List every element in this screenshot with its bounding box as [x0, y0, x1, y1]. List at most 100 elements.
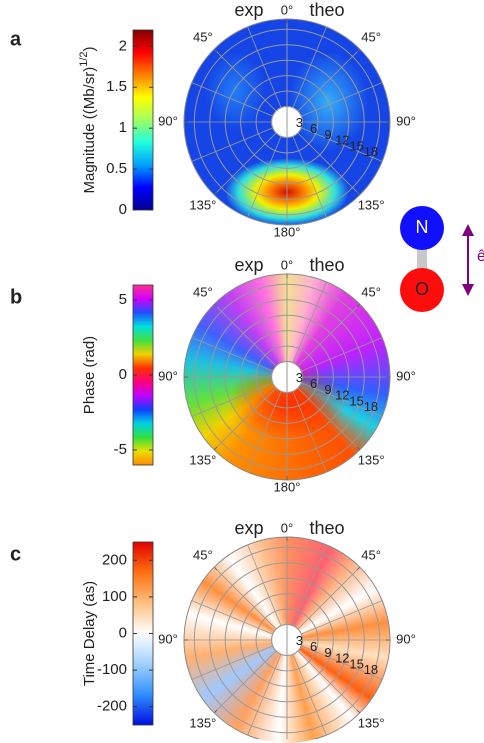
spoke — [191, 645, 273, 680]
spoke — [297, 48, 361, 112]
spoke — [301, 337, 383, 372]
colorbar-tick-label: 100 — [102, 588, 127, 605]
radial-tick-label: 3 — [296, 370, 303, 385]
colorbar-label: Magnitude ((Mb/sr)1/2) — [78, 47, 98, 194]
angle-tick — [356, 303, 361, 308]
colorbar — [132, 29, 154, 211]
angle-tick — [213, 48, 218, 53]
angle-tick-label: 0° — [281, 2, 293, 17]
spoke — [191, 82, 273, 117]
angle-tick — [213, 709, 218, 714]
spoke — [297, 387, 361, 451]
radial-tick-label: 18 — [364, 399, 378, 414]
angle-tick-label: 90° — [396, 113, 416, 128]
colorbar-label: Phase (rad) — [81, 336, 98, 414]
angle-tick-label: 180° — [274, 479, 301, 494]
atom-n — [400, 206, 444, 250]
angle-tick-label: 135° — [189, 453, 216, 468]
atom-label: N — [416, 217, 429, 237]
angle-tick-label: 90° — [396, 631, 416, 646]
spoke — [297, 303, 361, 367]
radial-tick-label: 6 — [310, 121, 317, 136]
spoke — [292, 544, 327, 626]
spoke — [292, 26, 327, 108]
spoke — [301, 645, 383, 680]
spoke — [297, 650, 361, 714]
spoke — [292, 654, 327, 736]
angle-tick-label: 0° — [281, 520, 293, 535]
colorbar-label: Time Delay (as) — [81, 581, 98, 686]
angle-tick — [356, 48, 361, 53]
spoke — [301, 82, 383, 117]
spoke — [292, 136, 327, 218]
angle-tick-label: 90° — [158, 113, 178, 128]
panel-letter: b — [10, 286, 22, 308]
panel-letter: a — [10, 28, 22, 50]
spoke — [213, 566, 277, 630]
half-label: exp — [234, 518, 263, 538]
spoke — [191, 337, 273, 372]
angle-tick — [356, 191, 361, 196]
angle-tick — [213, 446, 218, 451]
colorbar-tick-label: 1 — [119, 119, 127, 136]
spoke — [301, 127, 383, 162]
colorbar-label-part: ) — [81, 47, 98, 52]
colorbar-tick-label: 200 — [102, 551, 127, 568]
colorbar-tick-label: -100 — [97, 661, 127, 678]
radial-tick-label: 12 — [335, 388, 349, 403]
half-label: theo — [309, 518, 344, 538]
angle-tick-label: 45° — [193, 284, 213, 299]
colorbar-tick-label: 5 — [119, 291, 127, 308]
radial-tick-label: 3 — [296, 633, 303, 648]
spoke — [247, 136, 282, 218]
colorbar-tick-label: -200 — [97, 698, 127, 715]
radial-tick-label: 12 — [335, 133, 349, 148]
spoke — [213, 48, 277, 112]
spoke — [191, 127, 273, 162]
spoke — [297, 566, 361, 630]
spoke — [213, 650, 277, 714]
colorbar-tick-label: 0 — [119, 201, 127, 218]
angle-tick — [356, 709, 361, 714]
half-label: exp — [234, 0, 263, 20]
angle-tick — [213, 566, 218, 571]
half-label: theo — [309, 0, 344, 20]
colorbar-tick-label: 0 — [119, 366, 127, 383]
colorbar-tick-label: 0 — [119, 624, 127, 641]
spoke — [247, 26, 282, 108]
atom-label: O — [415, 279, 429, 299]
spoke — [301, 600, 383, 635]
colorbar-label-part: 1/2 — [78, 52, 90, 67]
radial-tick-label: 9 — [324, 127, 331, 142]
spoke — [292, 281, 327, 363]
angle-tick-label: 45° — [193, 547, 213, 562]
radial-tick-label: 9 — [324, 645, 331, 660]
spoke — [301, 382, 383, 417]
spoke — [247, 281, 282, 363]
spoke — [191, 600, 273, 635]
radial-tick-label: 15 — [349, 656, 363, 671]
spoke — [247, 391, 282, 473]
spoke — [292, 391, 327, 473]
angle-tick-label: 45° — [361, 547, 381, 562]
radial-tick-label: 18 — [364, 144, 378, 159]
angle-tick-label: 90° — [158, 631, 178, 646]
angle-tick-label: 90° — [158, 368, 178, 383]
spoke — [191, 382, 273, 417]
angle-tick-label: 90° — [396, 368, 416, 383]
angle-tick-label: 135° — [358, 453, 385, 468]
radial-tick-label: 6 — [310, 639, 317, 654]
colorbar-label-part: Magnitude ((Mb/sr) — [81, 67, 98, 194]
spoke — [247, 544, 282, 626]
angle-tick — [356, 566, 361, 571]
panel-letter: c — [10, 543, 21, 565]
angle-tick-label: 180° — [274, 224, 301, 239]
colorbar-tick-label: 1.5 — [106, 78, 127, 95]
angle-tick-label: 45° — [193, 29, 213, 44]
radial-tick-label: 3 — [296, 115, 303, 130]
spoke — [247, 654, 282, 736]
angle-tick — [213, 191, 218, 196]
colorbar-tick-label: 2 — [119, 37, 127, 54]
